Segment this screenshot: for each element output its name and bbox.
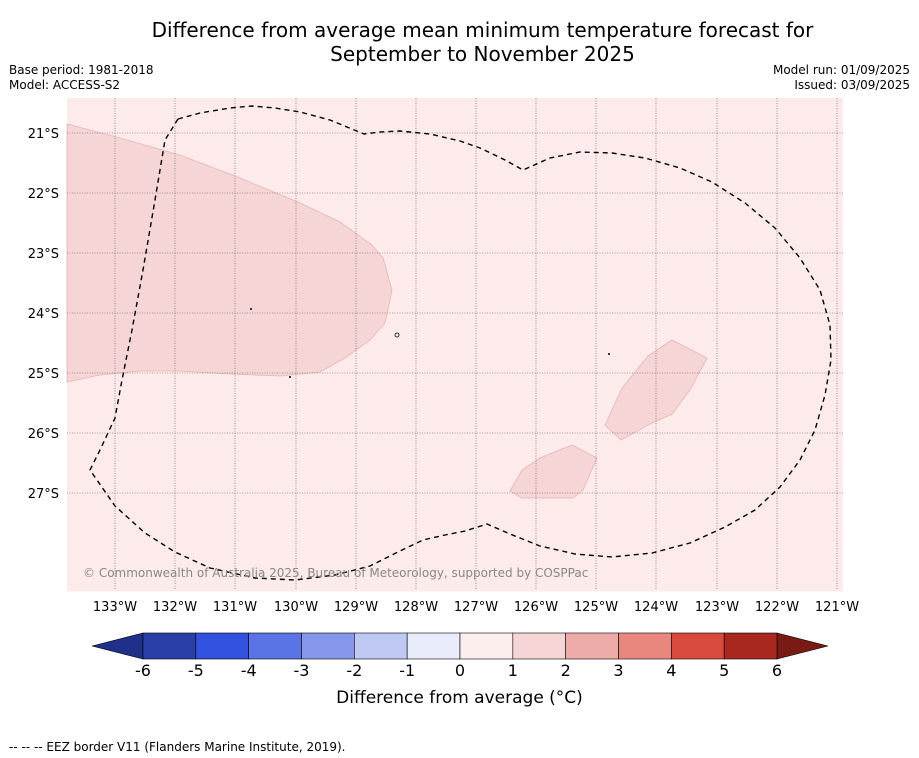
lon-label: 133°W <box>93 600 137 615</box>
lat-label: 23°S <box>28 247 59 262</box>
lat-label: 24°S <box>28 307 59 322</box>
colorbar-tick-label: -5 <box>188 661 204 680</box>
colorbar-tick-label: 0 <box>455 661 465 680</box>
lat-label: 26°S <box>28 427 59 442</box>
colorbar-tick-label: 3 <box>613 661 623 680</box>
island-dot <box>608 353 610 355</box>
colorbar-bin <box>195 632 249 660</box>
colorbar-bin <box>565 632 619 660</box>
colorbar-bin <box>142 632 197 660</box>
title-line-2: September to November 2025 <box>330 42 635 66</box>
colorbar-bin <box>248 632 302 660</box>
latitude-labels: 21°S 22°S 23°S 24°S 25°S 26°S 27°S <box>28 127 59 502</box>
lat-label: 25°S <box>28 367 59 382</box>
title-line-1: Difference from average mean minimum tem… <box>151 18 814 42</box>
lon-label: 131°W <box>213 600 257 615</box>
eez-legend: -- -- -- EEZ border V11 (Flanders Marine… <box>9 740 346 754</box>
lon-label: 122°W <box>755 600 799 615</box>
lon-label: 123°W <box>695 600 739 615</box>
colorbar-tick-label: -3 <box>294 661 310 680</box>
colorbar-tick-label: 4 <box>666 661 676 680</box>
colorbar-tick-label: -4 <box>241 661 257 680</box>
lon-label: 121°W <box>815 600 859 615</box>
run-info: Model run: 01/09/2025 Issued: 03/09/2025 <box>773 63 910 93</box>
colorbar-bin <box>301 632 355 660</box>
colorbar-tick-label: 1 <box>508 661 518 680</box>
colorbar-bin <box>354 632 408 660</box>
map-title: Difference from average mean minimum tem… <box>0 18 919 66</box>
island-dot <box>250 308 252 310</box>
lon-label: 132°W <box>153 600 197 615</box>
gridlines <box>67 98 843 591</box>
issued-date: Issued: 03/09/2025 <box>794 78 910 92</box>
lat-label: 22°S <box>28 187 59 202</box>
colorbar: -6 -5 -4 -3 -2 -1 0 1 2 3 4 5 6 <box>91 632 829 680</box>
colorbar-tick-label: -6 <box>135 661 151 680</box>
colorbar-tick-label: -2 <box>346 661 362 680</box>
longitude-labels: 133°W 132°W 131°W 130°W 129°W 128°W 127°… <box>93 600 859 615</box>
base-info: Base period: 1981-2018 Model: ACCESS-S2 <box>9 63 154 93</box>
anomaly-region-south <box>509 444 598 499</box>
lon-label: 127°W <box>454 600 498 615</box>
lon-label: 129°W <box>334 600 378 615</box>
lon-label: 125°W <box>574 600 618 615</box>
model-name: Model: ACCESS-S2 <box>9 78 121 92</box>
colorbar-high-cap <box>776 632 829 660</box>
colorbar-bin <box>723 632 778 660</box>
colorbar-tick-label: 5 <box>719 661 729 680</box>
colorbar-bin <box>512 632 566 660</box>
colorbar-tick-label: -1 <box>399 661 415 680</box>
model-run: Model run: 01/09/2025 <box>772 63 910 77</box>
colorbar-low-cap <box>91 632 144 660</box>
island-dot <box>289 376 291 378</box>
lon-label: 128°W <box>394 600 438 615</box>
colorbar-bin <box>459 632 514 660</box>
colorbar-bin <box>406 632 461 660</box>
lat-label: 27°S <box>28 487 59 502</box>
anomaly-region-east <box>604 339 708 441</box>
lon-label: 124°W <box>634 600 678 615</box>
lon-label: 130°W <box>274 600 318 615</box>
colorbar-tick-label: 2 <box>561 661 571 680</box>
lon-label: 126°W <box>514 600 558 615</box>
colorbar-tick-label: 6 <box>772 661 782 680</box>
colorbar-title: Difference from average (°C) <box>336 688 583 708</box>
eez-border <box>89 105 832 581</box>
colorbar-bin <box>618 632 672 660</box>
colorbar-bin <box>671 632 725 660</box>
island-dot <box>394 332 400 338</box>
base-period: Base period: 1981-2018 <box>9 63 154 77</box>
lat-label: 21°S <box>28 127 59 142</box>
copyright-notice: © Commonwealth of Australia 2025, Bureau… <box>83 566 588 580</box>
